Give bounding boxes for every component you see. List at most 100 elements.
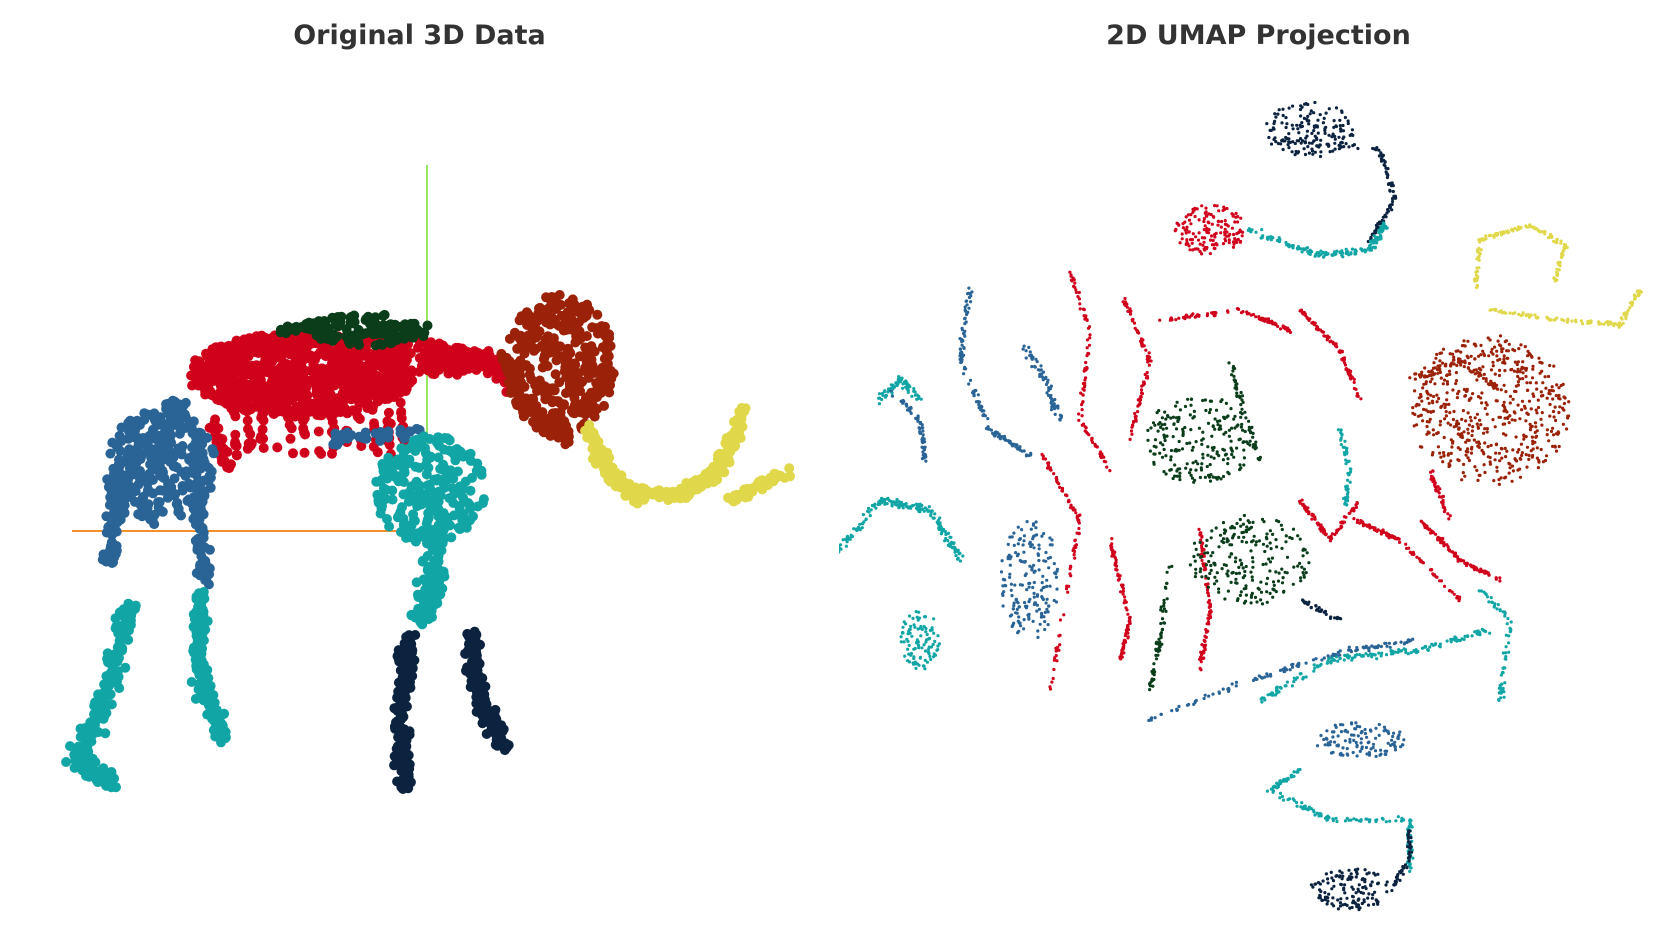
umap-point [1380, 227, 1384, 231]
umap-point [1288, 140, 1292, 144]
umap-point [1477, 254, 1481, 258]
umap-point [1534, 434, 1539, 438]
rib-point [285, 433, 296, 444]
umap-point [1579, 319, 1583, 323]
umap-point [1478, 240, 1482, 244]
umap-point [1223, 219, 1227, 223]
umap-point [1327, 107, 1331, 111]
front-leg-point [425, 608, 436, 619]
spine-point [198, 373, 209, 384]
umap-point [1309, 109, 1313, 113]
front-leg-point [422, 551, 433, 561]
front-foot-point [480, 714, 491, 724]
umap-point [1308, 252, 1312, 256]
umap-point [1290, 150, 1294, 154]
umap-point [1535, 411, 1539, 415]
umap-point [1340, 253, 1344, 257]
umap-point [1491, 352, 1495, 356]
umap-point [1328, 150, 1332, 154]
umap-point [1441, 347, 1446, 351]
umap-point [1213, 246, 1217, 251]
umap-point [1430, 377, 1434, 381]
shoulder-point [448, 498, 459, 508]
umap-point [1388, 189, 1392, 193]
shoulder-point [461, 522, 472, 533]
back-foot-point [85, 719, 95, 730]
umap-point [1449, 459, 1453, 463]
head-point [554, 290, 565, 300]
umap-point [1180, 237, 1184, 241]
umap-point [1423, 366, 1427, 370]
back-leg-point [122, 492, 133, 503]
umap-point [1475, 468, 1479, 472]
umap-point [1315, 124, 1319, 128]
umap-point [1476, 395, 1481, 399]
shoulder-point [410, 444, 421, 455]
umap-point [1273, 119, 1277, 123]
umap-point [1364, 248, 1368, 252]
umap-point [1219, 231, 1223, 235]
head-point [546, 312, 557, 322]
umap-point [1443, 417, 1447, 421]
front-foot-point [492, 740, 503, 751]
umap-point [1451, 388, 1455, 392]
umap-point [1550, 385, 1554, 389]
spine-top-point [353, 336, 364, 347]
umap-point [1530, 376, 1535, 380]
umap-point [1524, 374, 1528, 379]
head-point [555, 426, 566, 437]
umap-point [1483, 427, 1487, 431]
neck-point [456, 356, 467, 367]
umap-point [1420, 370, 1424, 374]
umap-point [1416, 414, 1420, 418]
umap-point [1210, 222, 1214, 226]
umap-point [1454, 422, 1459, 426]
umap-point [1475, 422, 1479, 426]
umap-point [1213, 235, 1217, 239]
umap-point [1285, 122, 1289, 126]
umap-point [1366, 246, 1371, 250]
front-foot-point [473, 670, 484, 681]
umap-point [1327, 133, 1331, 137]
umap-point [1307, 151, 1311, 155]
ribcage-point [312, 350, 323, 360]
front-foot-point [474, 694, 485, 705]
head-point [512, 382, 523, 393]
umap-point [1422, 407, 1426, 411]
umap-point [1373, 229, 1377, 233]
back-leg-point [204, 563, 215, 574]
umap-point [1379, 235, 1383, 239]
umap-point [1510, 367, 1514, 372]
umap-point [1545, 433, 1549, 437]
umap-point [1456, 349, 1460, 353]
umap-point [1521, 377, 1525, 381]
umap-point [1493, 345, 1497, 349]
spine-top-point [398, 321, 409, 332]
umap-point [1347, 145, 1351, 149]
umap-point [1494, 443, 1498, 447]
umap-point [1265, 122, 1269, 126]
back-foot-point [186, 677, 197, 687]
umap-point [1508, 311, 1512, 315]
rib-point [367, 365, 377, 376]
umap-point [1480, 391, 1484, 395]
umap-point [1438, 351, 1442, 355]
umap-point [1540, 230, 1544, 234]
head-point [569, 390, 579, 401]
umap-point [1191, 210, 1195, 214]
back-leg-point [116, 436, 127, 447]
umap-point [1510, 418, 1514, 422]
umap-point [1459, 350, 1463, 354]
umap-point [1498, 459, 1502, 463]
umap-point [1299, 114, 1303, 118]
ribcage-point [238, 402, 249, 413]
right-chart-title: 2D UMAP Projection [1106, 20, 1411, 51]
umap-point [1557, 393, 1561, 398]
umap-point [1376, 235, 1380, 239]
umap-point [1295, 123, 1299, 127]
umap-point [1526, 354, 1530, 358]
umap-point [1530, 435, 1534, 439]
back-foot-point [65, 741, 75, 752]
umap-point [1277, 240, 1281, 244]
umap-point [1281, 107, 1285, 111]
